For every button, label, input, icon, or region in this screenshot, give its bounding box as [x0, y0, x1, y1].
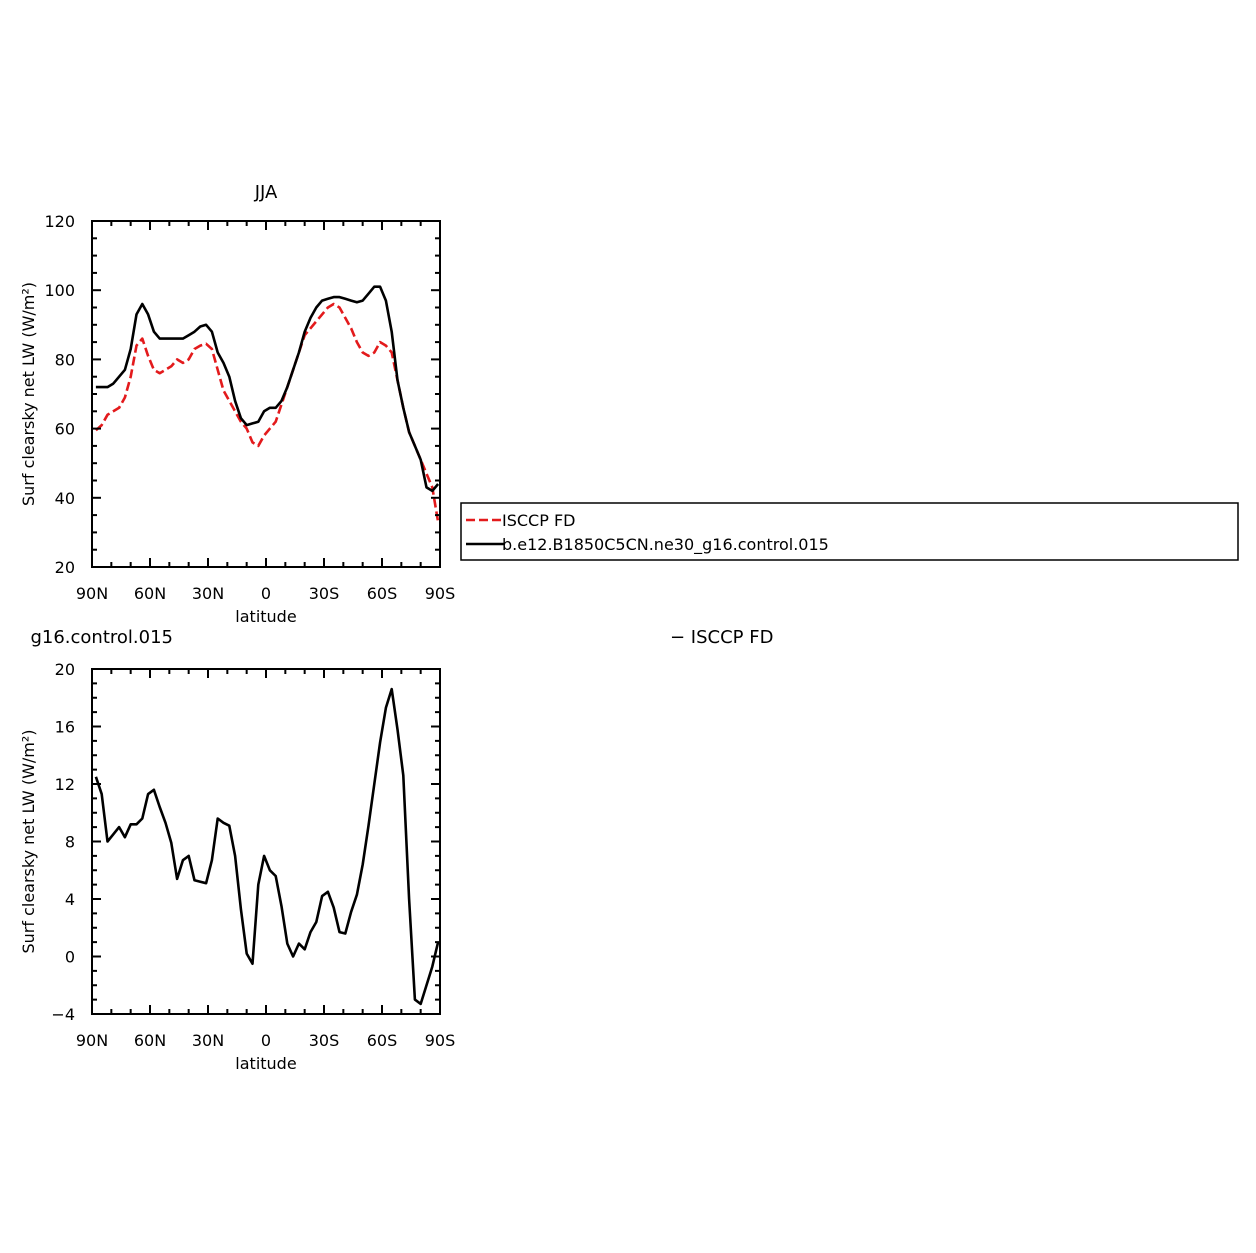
y-tick-label: 0 — [65, 948, 75, 967]
x-tick-label: 60S — [367, 584, 398, 603]
panel-1-title: JJA — [254, 182, 278, 203]
x-tick-label: 0 — [261, 1031, 271, 1050]
panel-2-title: g16.control.015 — [30, 627, 173, 648]
y-tick-label: 20 — [55, 558, 75, 577]
x-tick-label: 30N — [192, 584, 224, 603]
series-line-2 — [95, 285, 440, 493]
x-tick-label: 90N — [76, 1031, 108, 1050]
series-line-1 — [95, 302, 440, 523]
y-axis-label: Surf clearsky net LW (W/m²) — [19, 729, 38, 953]
x-axis-label: latitude — [235, 1054, 296, 1073]
y-tick-label: 100 — [44, 281, 75, 300]
panel-2: 90N 60N 30N 0 30S 60S 90S −4 0 4 8 12 16 20 latitude Su… — [19, 660, 455, 1073]
x-tick-label: 30N — [192, 1031, 224, 1050]
legend-label-1: ISCCP FD — [502, 511, 575, 530]
x-tick-label: 30S — [309, 584, 340, 603]
x-axis-label: latitude — [235, 607, 296, 626]
x-tick-label: 60N — [134, 584, 166, 603]
x-tick-label: 30S — [309, 1031, 340, 1050]
legend-box — [460, 502, 1239, 561]
x-tick-label: 90N — [76, 584, 108, 603]
x-tick-label: 90S — [425, 584, 456, 603]
x-tick-label: 60S — [367, 1031, 398, 1050]
y-tick-label: 60 — [55, 420, 75, 439]
y-tick-label: 20 — [55, 660, 75, 679]
y-tick-label: 8 — [65, 833, 75, 852]
y-tick-label: 120 — [44, 212, 75, 231]
series-line-1 — [94, 687, 440, 1006]
y-tick-label: 16 — [55, 718, 75, 737]
y-tick-label: 4 — [65, 890, 75, 909]
y-tick-label: 40 — [55, 489, 75, 508]
y-axis-label: Surf clearsky net LW (W/m²) — [19, 282, 38, 506]
y-tick-label: −4 — [51, 1005, 75, 1024]
x-tick-label: 0 — [261, 584, 271, 603]
x-tick-label: 60N — [134, 1031, 166, 1050]
panel-2-title-right: − ISCCP FD — [670, 627, 773, 648]
plot-frame — [91, 220, 441, 568]
legend-label-2: b.e12.B1850C5CN.ne30_g16.control.015 — [502, 535, 829, 555]
panel-1: 90N 60N 30N 0 30S 60S 90S 20 40 60 80 100 120 latitud… — [19, 212, 455, 626]
y-tick-label: 80 — [55, 350, 75, 369]
y-tick-label: 12 — [55, 775, 75, 794]
plot-frame — [91, 668, 441, 1015]
x-tick-label: 90S — [425, 1031, 456, 1050]
legend: ISCCP FD b.e12.B1850C5CN.ne30_g16.control… — [460, 502, 1239, 561]
